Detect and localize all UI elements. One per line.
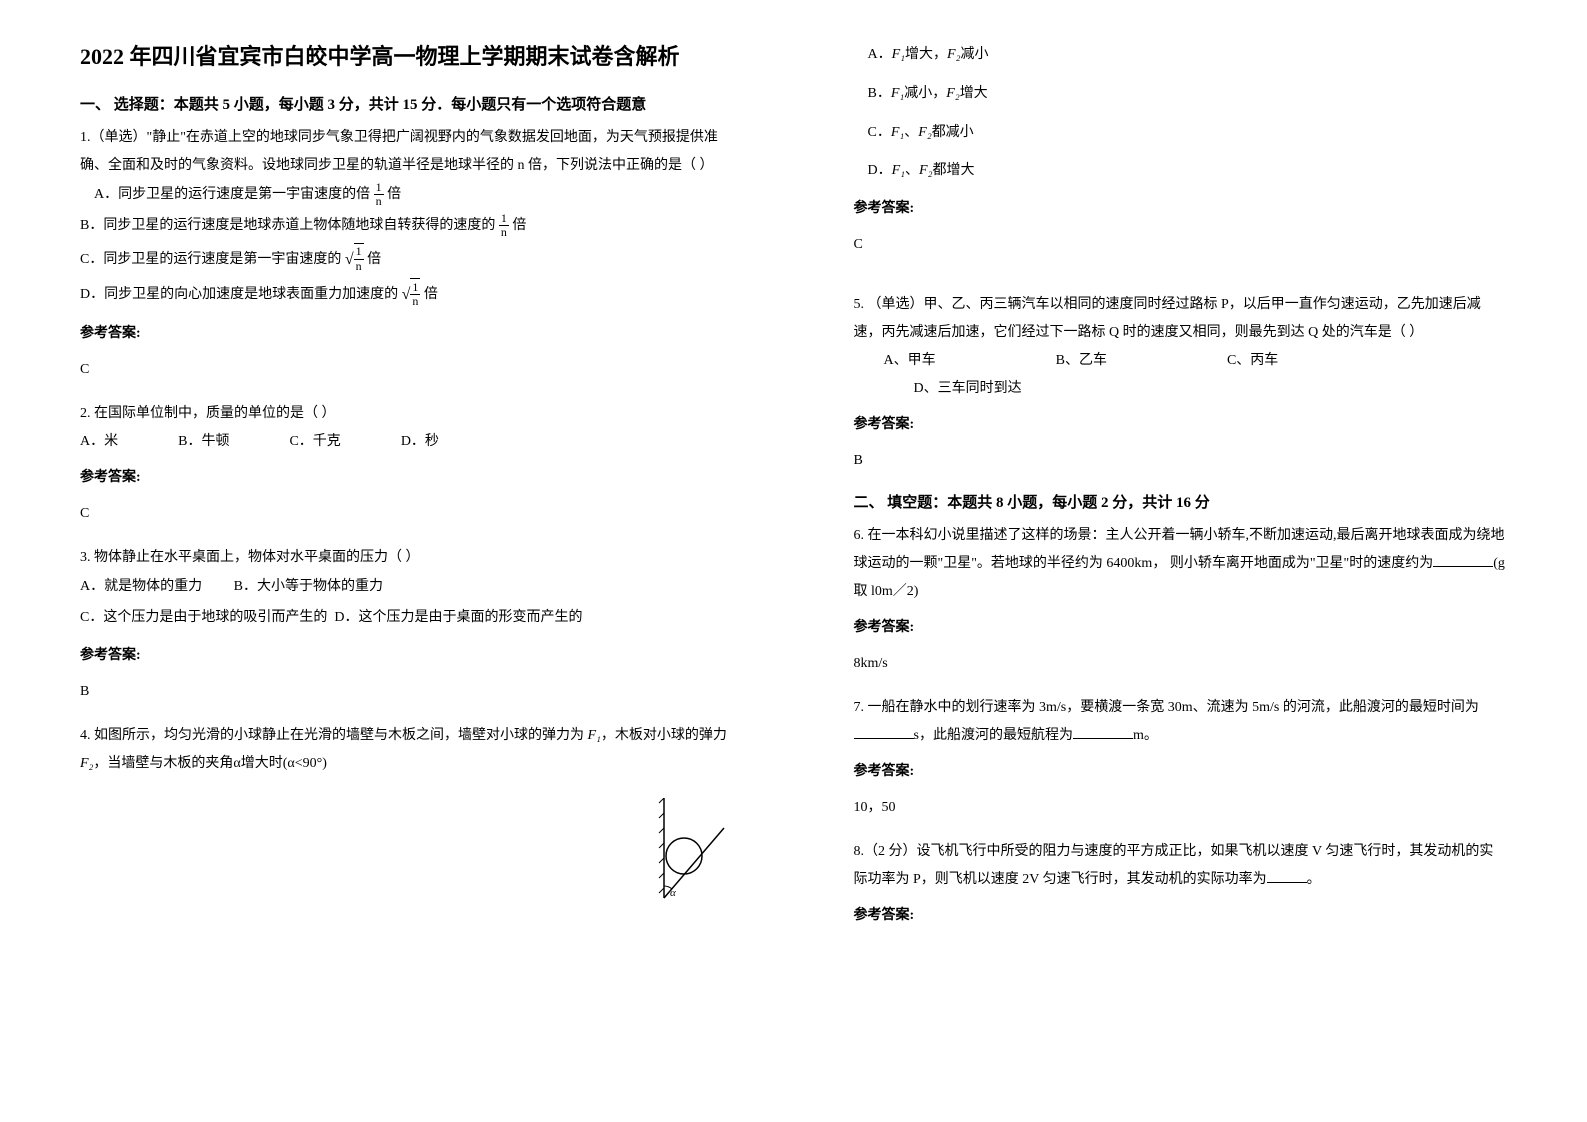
page-title: 2022 年四川省宜宾市白皎中学高一物理上学期期末试卷含解析 — [80, 40, 734, 73]
answer-label: 参考答案: — [80, 464, 734, 492]
q1-answer: C — [80, 356, 734, 384]
question-3: 3. 物体静止在水平桌面上，物体对水平桌面的压力（ ） A．就是物体的重力 B．… — [80, 544, 734, 706]
q2-optB: B．牛顿 — [178, 428, 229, 456]
q4-text: 4. 如图所示，均匀光滑的小球静止在光滑的墙壁与木板之间，墙壁对小球的弹力为 F… — [80, 722, 734, 778]
q7-answer: 10，50 — [854, 794, 1508, 822]
q4-answer: C — [854, 231, 1508, 259]
answer-label: 参考答案: — [854, 411, 1508, 439]
q3-optA: A．就是物体的重力 — [80, 579, 202, 594]
q1-optD: D．同步卫星的向心加速度是地球表面重力加速度的 √1n 倍 — [80, 277, 734, 312]
q4-optD: D．F₁、F₂都增大 — [854, 156, 1508, 187]
q4-optA: A．F₁增大，F₂减小 — [854, 40, 1508, 71]
q5-optC: C、丙车 — [1227, 347, 1278, 375]
q5-answer: B — [854, 447, 1508, 475]
q6-answer: 8km/s — [854, 650, 1508, 678]
q7-text: 7. 一船在静水中的划行速率为 3m/s，要横渡一条宽 30m、流速为 5m/s… — [854, 694, 1508, 750]
question-2: 2. 在国际单位制中，质量的单位的是（ ） A．米 B．牛顿 C．千克 D．秒 … — [80, 400, 734, 528]
q4-diagram: α — [80, 798, 734, 919]
q5-text: 5. （单选）甲、乙、丙三辆汽车以相同的速度同时经过路标 P，以后甲一直作匀速运… — [854, 291, 1508, 347]
question-4: 4. 如图所示，均匀光滑的小球静止在光滑的墙壁与木板之间，墙壁对小球的弹力为 F… — [80, 722, 734, 919]
q1-optC: C．同步卫星的运行速度是第一宇宙速度的 √1n 倍 — [80, 242, 734, 277]
q5-optB: B、乙车 — [1056, 347, 1107, 375]
answer-label: 参考答案: — [854, 195, 1508, 223]
q4-optB: B．F₁减小，F₂增大 — [854, 79, 1508, 110]
q6-text: 6. 在一本科幻小说里描述了这样的场景：主人公开着一辆小轿车,不断加速运动,最后… — [854, 522, 1508, 606]
question-1: 1.（单选）"静止"在赤道上空的地球同步气象卫得把广阔视野内的气象数据发回地面，… — [80, 124, 734, 384]
q2-answer: C — [80, 500, 734, 528]
q3-answer: B — [80, 678, 734, 706]
q3-text: 3. 物体静止在水平桌面上，物体对水平桌面的压力（ ） — [80, 544, 734, 572]
q1-text: 1.（单选）"静止"在赤道上空的地球同步气象卫得把广阔视野内的气象数据发回地面，… — [80, 124, 734, 180]
section-2-header: 二、 填空题：本题共 8 小题，每小题 2 分，共计 16 分 — [854, 491, 1508, 512]
question-7: 7. 一船在静水中的划行速率为 3m/s，要横渡一条宽 30m、流速为 5m/s… — [854, 694, 1508, 822]
answer-label: 参考答案: — [80, 642, 734, 670]
q2-optD: D．秒 — [401, 428, 439, 456]
q3-optB: B．大小等于物体的重力 — [234, 579, 383, 594]
answer-label: 参考答案: — [854, 614, 1508, 642]
answer-label: 参考答案: — [80, 320, 734, 348]
q3-optD: D．这个压力是由于桌面的形变而产生的 — [334, 610, 582, 625]
question-5: 5. （单选）甲、乙、丙三辆汽车以相同的速度同时经过路标 P，以后甲一直作匀速运… — [854, 291, 1508, 475]
answer-label: 参考答案: — [854, 758, 1508, 786]
q5-optA: A、甲车 — [884, 347, 936, 375]
q1-optB: B．同步卫星的运行速度是地球赤道上物体随地球自转获得的速度的 1n 倍 — [80, 211, 734, 242]
question-4-options: A．F₁增大，F₂减小 B．F₁减小，F₂增大 C．F₁、F₂都减小 D．F₁、… — [854, 40, 1508, 259]
section-1-header: 一、 选择题：本题共 5 小题，每小题 3 分，共计 15 分．每小题只有一个选… — [80, 93, 734, 114]
q2-text: 2. 在国际单位制中，质量的单位的是（ ） — [80, 400, 734, 428]
answer-label: 参考答案: — [854, 902, 1508, 930]
q1-optA: A．同步卫星的运行速度是第一宇宙速度的倍 1n 倍 — [80, 180, 734, 211]
q8-text: 8.（2 分）设飞机飞行中所受的阻力与速度的平方成正比，如果飞机以速度 V 匀速… — [854, 838, 1508, 894]
q3-optC: C．这个压力是由于地球的吸引而产生的 — [80, 610, 327, 625]
q4-optC: C．F₁、F₂都减小 — [854, 118, 1508, 149]
q2-optC: C．千克 — [289, 428, 340, 456]
q2-optA: A．米 — [80, 428, 118, 456]
q5-optD: D、三车同时到达 — [854, 375, 1508, 403]
question-8: 8.（2 分）设飞机飞行中所受的阻力与速度的平方成正比，如果飞机以速度 V 匀速… — [854, 838, 1508, 930]
question-6: 6. 在一本科幻小说里描述了这样的场景：主人公开着一辆小轿车,不断加速运动,最后… — [854, 522, 1508, 678]
svg-text:α: α — [670, 887, 676, 899]
